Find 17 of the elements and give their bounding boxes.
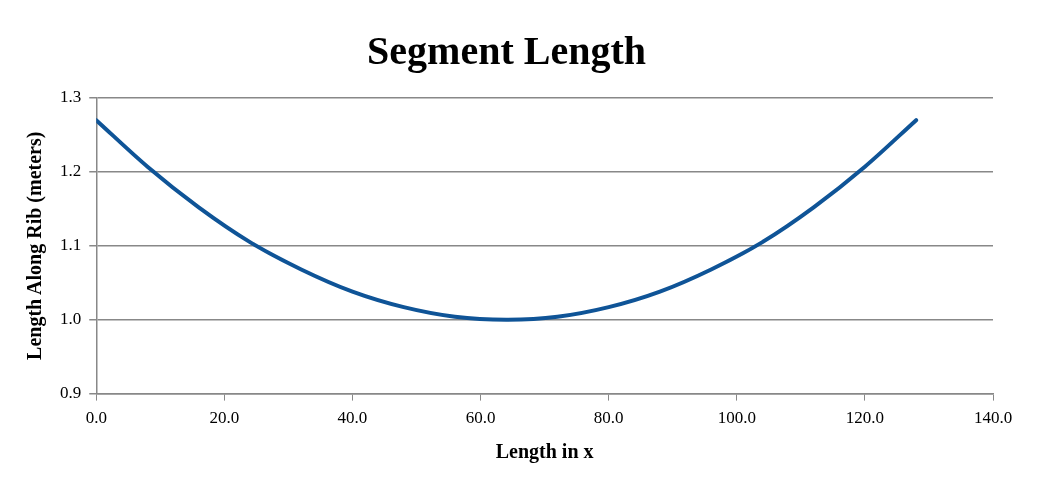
- y-tick-label: 1.1: [60, 235, 82, 255]
- x-axis-title: Length in x: [495, 440, 594, 464]
- x-tick-label: 20.0: [209, 408, 240, 428]
- x-tick-label: 40.0: [337, 408, 368, 428]
- y-tick-label: 1.2: [60, 161, 82, 181]
- y-tick-label: 0.9: [60, 383, 82, 403]
- line-series: [96, 118, 919, 322]
- x-tick-label: 120.0: [845, 408, 885, 428]
- x-tick-label: 100.0: [717, 408, 756, 428]
- y-tick-label: 1.3: [60, 87, 82, 107]
- y-tick-label: 1.0: [60, 309, 82, 329]
- x-tick-label: 140.0: [973, 408, 1013, 428]
- chart-title: Segment Length: [367, 28, 646, 74]
- x-tick-label: 60.0: [465, 408, 496, 428]
- x-tick-label: 80.0: [593, 408, 624, 428]
- x-tick-label: 0.0: [85, 408, 107, 428]
- y-axis-title: Length Along Rib (meters): [23, 131, 47, 360]
